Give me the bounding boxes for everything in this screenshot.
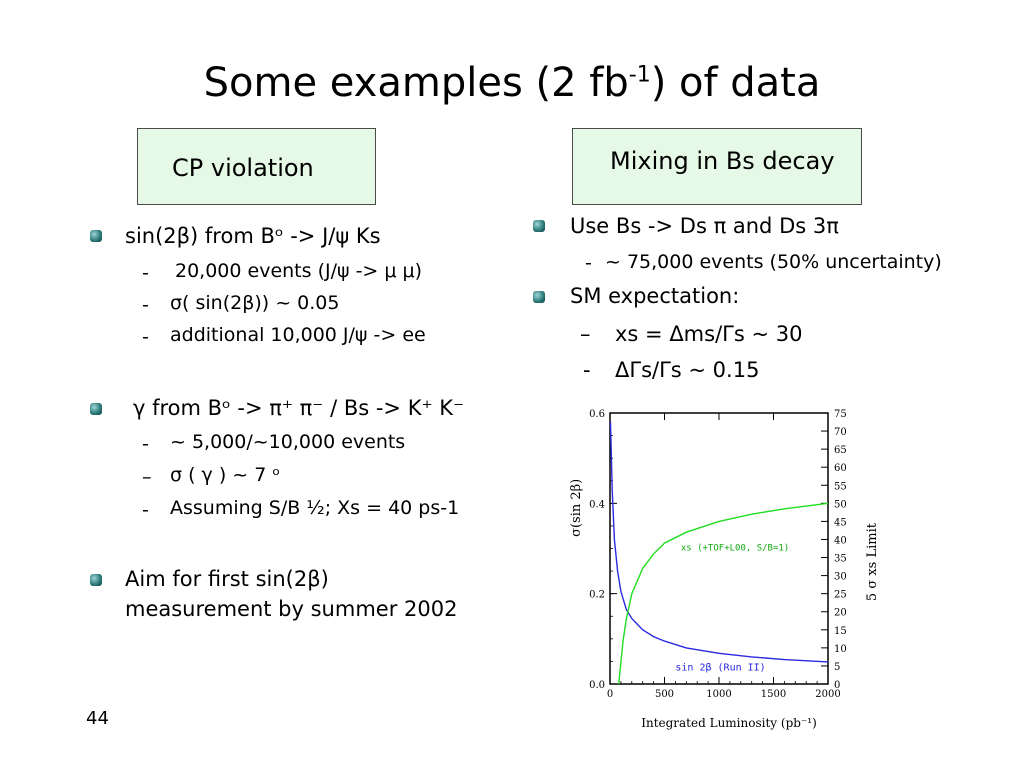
y-right-tick-label: 45: [834, 517, 847, 528]
y-right-axis-label: 5 σ xs Limit: [865, 522, 880, 601]
y-right-tick-label: 10: [834, 644, 847, 655]
left-sub-1-3: additional 10,000 J/ψ -> ee: [170, 324, 426, 346]
dash-icon: -: [142, 262, 149, 284]
page-number: 44: [86, 708, 109, 729]
y-left-tick-label: 0.0: [589, 680, 605, 691]
series-label-1: sin 2β (Run II): [675, 662, 765, 673]
left-bullet-3-line-2: measurement by summer 2002: [125, 597, 458, 621]
y-right-tick-label: 30: [834, 572, 847, 583]
y-right-tick-label: 75: [834, 409, 847, 420]
right-bullet-2: SM expectation:: [570, 284, 740, 308]
left-sub-2-3: Assuming S/B ½; Xs = 40 ps-1: [170, 497, 460, 519]
dash-icon: -: [585, 252, 592, 274]
dash-icon: –: [580, 322, 591, 346]
left-sub-1-2: σ( sin(2β)) ~ 0.05: [170, 292, 340, 314]
right-sub-2-2: ΔΓs/Γs ~ 0.15: [615, 358, 760, 382]
dash-icon: -: [142, 433, 149, 455]
x-tick-label: 500: [655, 689, 674, 700]
series-label-2: xs (+TOF+L00, S/B=1): [681, 543, 789, 553]
mixing-box: Mixing in Bs decay: [572, 128, 862, 205]
slide-title: Some examples (2 fb-1) of data: [203, 60, 821, 106]
right-sub-2-1: xs = Δms/Γs ~ 30: [615, 322, 803, 346]
left-sub-2-2: σ ( γ ) ~ 7 ᵒ: [170, 464, 281, 486]
cp-violation-box: CP violation: [137, 128, 376, 205]
y-right-tick-label: 40: [834, 535, 847, 546]
right-sub-1: ~ 75,000 events (50% uncertainty): [605, 251, 942, 273]
dash-icon: -: [583, 358, 591, 382]
y-right-tick-label: 0: [834, 680, 840, 691]
series-line-2: [618, 502, 829, 685]
y-right-tick-label: 65: [834, 445, 847, 456]
y-right-tick-label: 35: [834, 554, 847, 565]
left-bullet-3-line-1: Aim for first sin(2β): [125, 567, 329, 591]
y-right-tick-label: 50: [834, 499, 847, 510]
series-line-1: [609, 421, 829, 663]
y-right-tick-label: 15: [834, 626, 847, 637]
y-right-tick-label: 25: [834, 590, 847, 601]
y-right-tick-label: 60: [834, 463, 847, 474]
cp-violation-label: CP violation: [172, 154, 314, 182]
x-tick-label: 0: [607, 689, 613, 700]
left-sub-2-1: ~ 5,000/~10,000 events: [170, 431, 406, 453]
dash-icon: -: [142, 294, 149, 316]
y-left-tick-label: 0.2: [589, 590, 605, 601]
y-left-axis-label: σ(sin 2β): [569, 479, 584, 537]
x-tick-label: 1000: [706, 689, 731, 700]
y-right-tick-label: 5: [834, 662, 840, 673]
y-right-tick-label: 20: [834, 608, 847, 619]
y-left-tick-label: 0.4: [589, 499, 605, 510]
bullet-icon: [533, 291, 545, 303]
bullet-icon: [533, 220, 545, 232]
right-bullet-1: Use Bs -> Ds π and Ds 3π: [570, 214, 839, 238]
y-left-tick-label: 0.6: [589, 409, 605, 420]
x-tick-label: 1500: [761, 689, 786, 700]
luminosity-plot: 0 500 1000 1500 2000 0.0 0.2 0.4 0.6 0 5 10 15 20 25 30…: [569, 409, 880, 730]
dash-icon: –: [142, 466, 152, 488]
left-bullet-1: sin(2β) from Bᵒ -> J/ψ Ks: [125, 224, 381, 248]
bullet-icon: [90, 403, 102, 415]
bullet-icon: [90, 230, 102, 242]
bullet-icon: [90, 574, 102, 586]
mixing-label: Mixing in Bs decay: [610, 147, 835, 175]
dash-icon: -: [142, 326, 149, 348]
left-sub-1-1: 20,000 events (J/ψ -> μ μ): [175, 260, 423, 282]
x-axis-label: Integrated Luminosity (pb⁻¹): [641, 716, 817, 730]
left-bullet-2: γ from Bᵒ -> π⁺ π⁻ / Bs -> K⁺ K⁻: [133, 396, 465, 420]
x-tick-label: 2000: [815, 689, 840, 700]
dash-icon: -: [142, 499, 149, 521]
y-right-tick-label: 70: [834, 427, 847, 438]
y-right-tick-label: 55: [834, 481, 847, 492]
